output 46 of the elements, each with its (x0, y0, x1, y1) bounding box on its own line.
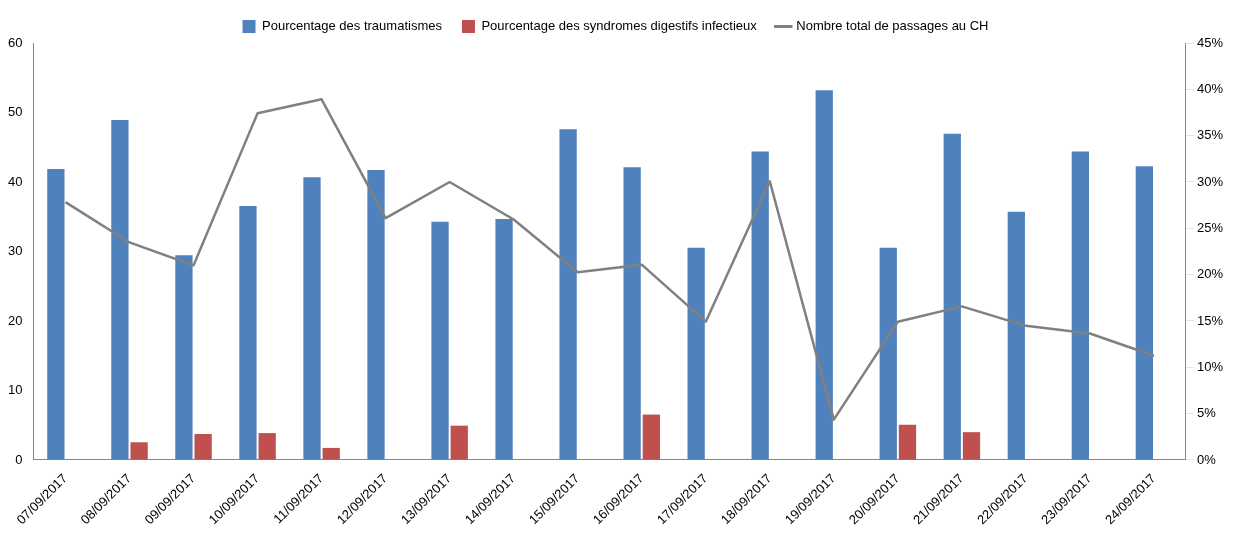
y-tick-label: 30 (7, 243, 23, 259)
bar (303, 177, 321, 460)
y2-tick-label: 40% (1196, 80, 1224, 96)
y2-tick-label: 5% (1196, 405, 1217, 421)
bar (111, 119, 129, 460)
y2-tick-label: 35% (1196, 127, 1224, 143)
bar (898, 424, 917, 460)
bar (322, 447, 340, 460)
legend-label: Pourcentage des syndromes digestifs infectieux (481, 18, 758, 34)
y2-tick-label: 0% (1196, 451, 1217, 467)
bar (194, 434, 212, 460)
bar (47, 169, 65, 460)
y-tick-label: 50 (7, 104, 23, 120)
y-tick-label: 20 (7, 312, 23, 328)
bar (175, 255, 193, 460)
y-tick-label: 40 (7, 173, 23, 189)
bar (559, 129, 577, 460)
bar (130, 442, 148, 460)
bar (495, 219, 513, 460)
y2-tick-label: 25% (1196, 219, 1224, 235)
bar (239, 206, 257, 460)
bar (751, 151, 769, 460)
y2-tick-label: 20% (1196, 266, 1224, 282)
bar (879, 247, 897, 460)
bar (1135, 166, 1154, 460)
bar (815, 90, 833, 460)
legend-label: Nombre total de passages au CH (796, 18, 989, 34)
bar (258, 433, 276, 460)
y2-tick-label: 45% (1196, 34, 1224, 50)
bar (962, 432, 981, 460)
y-tick-label: 10 (7, 382, 23, 398)
bar (450, 425, 468, 460)
legend-label: Pourcentage des traumatismes (262, 18, 443, 34)
bar (642, 414, 660, 460)
bar (943, 133, 961, 460)
bar (431, 221, 449, 460)
bar (1071, 151, 1089, 460)
y-tick-label: 0 (15, 451, 23, 467)
bar (1007, 211, 1025, 460)
bar (687, 247, 705, 460)
y2-tick-label: 15% (1196, 312, 1224, 328)
y-tick-label: 60 (7, 34, 23, 50)
y2-tick-label: 30% (1196, 173, 1224, 189)
y2-tick-label: 10% (1196, 358, 1224, 374)
bar (367, 169, 385, 460)
bar (623, 167, 641, 460)
